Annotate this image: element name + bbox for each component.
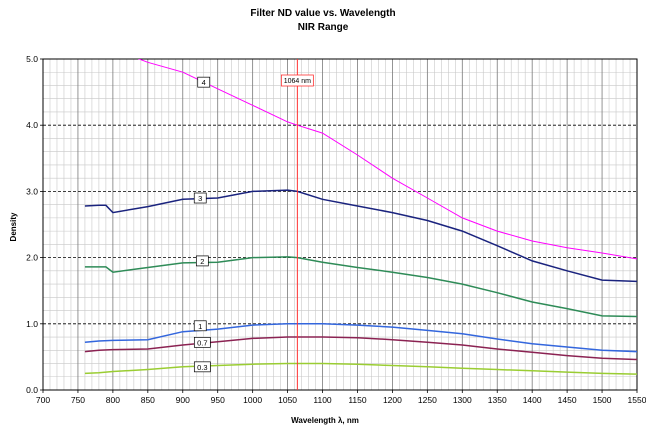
x-tick-label: 950 <box>211 395 225 405</box>
x-tick-label: 1350 <box>488 395 507 405</box>
series-line-3 <box>84 189 637 283</box>
chart-title: Filter ND value vs. Wavelength <box>250 8 395 19</box>
x-tick-label: 1150 <box>348 395 367 405</box>
series-label-3: 3 <box>198 194 202 203</box>
series-label-0.3: 0.3 <box>197 363 207 372</box>
x-axis-label: Wavelength λ, nm <box>291 416 359 425</box>
x-tick-label: 1500 <box>593 395 612 405</box>
x-tick-label: 1450 <box>558 395 577 405</box>
x-tick-label: 1000 <box>243 395 262 405</box>
y-tick-label: 2.0 <box>26 253 38 263</box>
annotation-box <box>280 74 314 87</box>
x-tick-label: 750 <box>71 395 85 405</box>
series-line-4 <box>137 59 637 260</box>
series-label-4: 4 <box>202 78 206 87</box>
x-tick-label: 800 <box>106 395 120 405</box>
annotation-label: 1064 nm <box>284 78 311 85</box>
series-labels: 4 3 2 1 0.7 0.3 <box>193 76 211 373</box>
x-tick-label: 850 <box>141 395 155 405</box>
series-label-box-3 <box>193 192 207 204</box>
series-label-box-4 <box>197 76 211 88</box>
x-tick-label: 900 <box>176 395 190 405</box>
x-tick-label: 1400 <box>523 395 542 405</box>
chart-subtitle: NIR Range <box>298 22 349 33</box>
annotation-group: 1064 nm <box>280 59 314 390</box>
series-label-box-0.7 <box>193 336 211 348</box>
y-tick-label: 4.0 <box>26 120 38 130</box>
series-line-0.3 <box>84 362 637 375</box>
series-label-1: 1 <box>198 322 202 331</box>
x-tick-label: 700 <box>36 395 50 405</box>
axes: 700 750 800 850 900 950 1000 1050 1100 1150 1200 12… <box>26 54 646 405</box>
series-label-0.7: 0.7 <box>197 338 207 347</box>
plot-frame <box>42 58 638 391</box>
x-tick-label: 1300 <box>453 395 472 405</box>
series-line-2 <box>84 256 637 318</box>
series-line-1 <box>84 323 637 353</box>
series-label-box-2 <box>195 255 209 267</box>
y-tick-label: 5.0 <box>26 54 38 64</box>
y-tick-label: 0.0 <box>26 385 38 395</box>
y-axis-label: Density <box>9 212 18 241</box>
series-label-box-0.3 <box>193 361 211 373</box>
x-tick-label: 1200 <box>383 395 402 405</box>
x-tick-label: 1550 <box>628 395 646 405</box>
series-line-0.7 <box>84 336 637 361</box>
series-group <box>84 59 637 375</box>
y-tick-label: 3.0 <box>26 186 38 196</box>
plot-area <box>43 59 637 390</box>
series-label-2: 2 <box>200 257 204 266</box>
y-tick-label: 1.0 <box>26 319 38 329</box>
x-tick-label: 1100 <box>313 395 332 405</box>
series-label-box-1 <box>193 320 207 332</box>
x-tick-label: 1250 <box>418 395 437 405</box>
x-tick-label: 1050 <box>278 395 297 405</box>
